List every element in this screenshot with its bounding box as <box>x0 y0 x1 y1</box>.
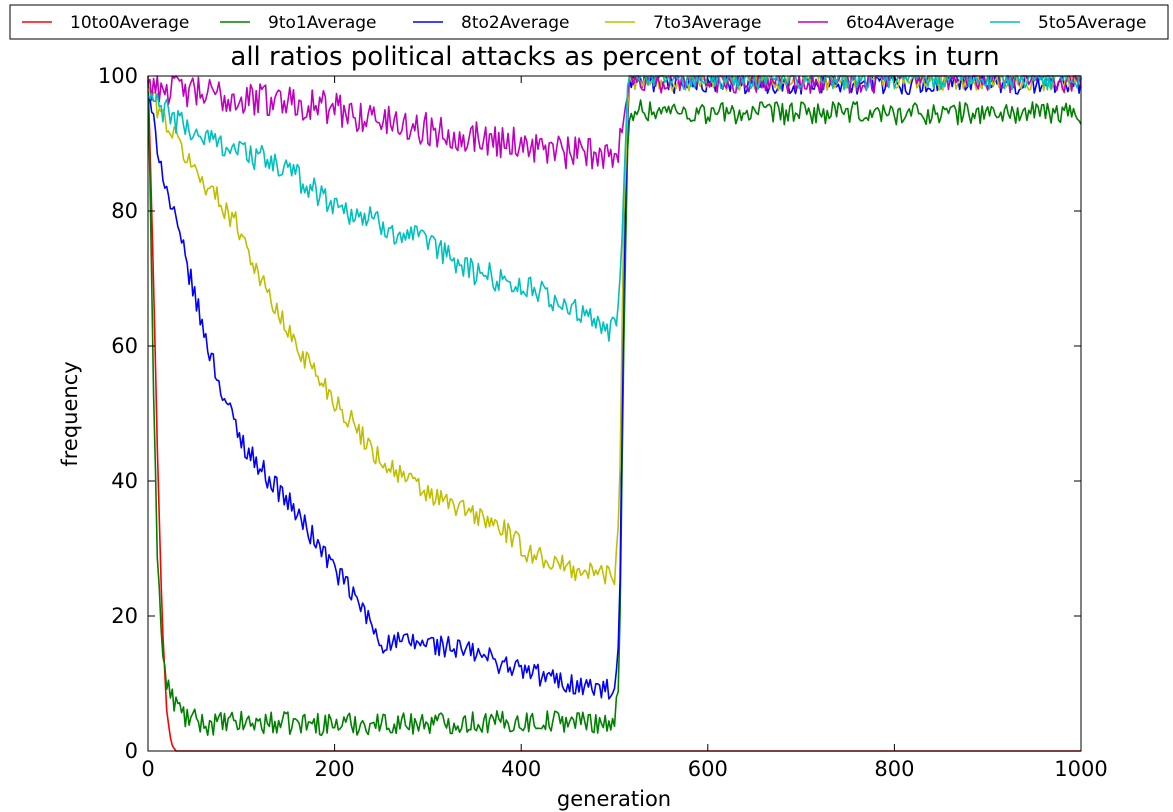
plot-area: 0 200 400 600 800 1000 0 20 40 60 80 100 <box>98 64 1108 781</box>
y-tick-label: 100 <box>98 64 138 88</box>
legend-frame <box>9 4 1169 40</box>
chart-title: all ratios political attacks as percent … <box>230 42 999 72</box>
series-line-6to4Average <box>147 75 1082 170</box>
series-line-7to3Average <box>147 75 1082 586</box>
x-axis-label: generation <box>557 787 671 811</box>
legend-label: 8to2Average <box>461 13 570 33</box>
x-tick-label: 200 <box>315 757 355 781</box>
series-line-10to0Average <box>147 75 1081 752</box>
x-tick-label: 1000 <box>1054 757 1107 781</box>
y-tick-label: 40 <box>111 469 138 493</box>
y-axis-label: frequency <box>58 361 82 466</box>
legend-label: 5to5Average <box>1038 13 1147 33</box>
legend-label: 10to0Average <box>70 13 189 33</box>
legend: 10to0Average 9to1Average 8to2Average 7to3Av… <box>9 4 1169 40</box>
legend-label: 9to1Average <box>268 13 377 33</box>
plot-frame <box>147 75 1082 752</box>
series-line-9to1Average <box>147 79 1082 737</box>
y-tick-label: 80 <box>111 199 138 223</box>
y-tick-label: 0 <box>125 739 138 763</box>
legend-label: 6to4Average <box>846 13 955 33</box>
y-tick-label: 20 <box>111 604 138 628</box>
x-tick-label: 800 <box>874 757 914 781</box>
x-tick-label: 400 <box>501 757 541 781</box>
y-tick-label: 60 <box>111 334 138 358</box>
x-tick-label: 0 <box>141 757 154 781</box>
series-line-5to5Average <box>147 75 1081 342</box>
legend-label: 7to3Average <box>653 13 762 33</box>
x-tick-label: 600 <box>688 757 728 781</box>
series-line-8to2Average <box>147 75 1082 700</box>
